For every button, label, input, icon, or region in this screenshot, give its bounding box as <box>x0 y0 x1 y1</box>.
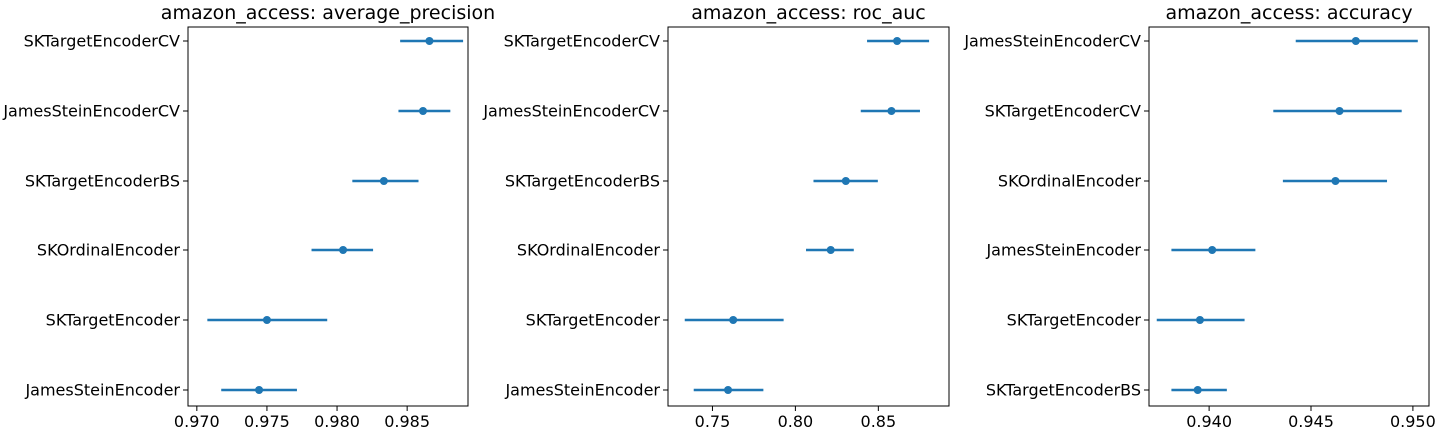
data-point <box>841 177 850 185</box>
y-tick-label: JamesSteinEncoder <box>985 241 1141 260</box>
x-tick-label: 0.980 <box>314 412 360 431</box>
x-tick-label: 0.940 <box>1186 412 1232 431</box>
y-tick-label: SKTargetEncoderCV <box>24 32 180 51</box>
y-tick-label: SKOrdinalEncoder <box>517 241 660 260</box>
x-tick-label: 0.985 <box>384 412 430 431</box>
data-point <box>887 107 896 115</box>
y-tick-label: JamesSteinEncoder <box>24 381 180 400</box>
data-point <box>826 246 835 254</box>
data-point <box>418 107 427 115</box>
plot-area-frame <box>187 26 469 407</box>
plot-area-frame <box>1148 26 1430 407</box>
data-point <box>1351 37 1360 45</box>
data-point <box>1195 316 1204 324</box>
y-tick-label: SKOrdinalEncoder <box>998 172 1141 191</box>
y-tick-label: SKTargetEncoderCV <box>985 102 1141 121</box>
x-tick-label: 0.975 <box>244 412 290 431</box>
chart-panel-3: amazon_access: accuracy 0.940 0.945 0.950 Ja… <box>963 2 1435 431</box>
y-tick-label: SKTargetEncoderBS <box>25 172 180 191</box>
x-tick-label: 0.85 <box>861 412 897 431</box>
data-point <box>339 246 348 254</box>
chart-panel-1: amazon_access: average_precision 0.970 0.9… <box>2 2 495 431</box>
data-point <box>1193 386 1202 394</box>
y-tick-label: JamesSteinEncoderCV <box>963 32 1141 51</box>
x-tick-label: 0.945 <box>1288 412 1334 431</box>
x-tick-label: 0.950 <box>1390 412 1436 431</box>
data-point <box>724 386 733 394</box>
y-tick-label: SKOrdinalEncoder <box>37 241 180 260</box>
data-point <box>1208 246 1217 254</box>
data-point <box>262 316 271 324</box>
plot-area-frame <box>667 26 950 407</box>
y-tick-label: JamesSteinEncoderCV <box>2 102 180 121</box>
chart-title: amazon_access: accuracy <box>1165 2 1412 24</box>
chart-title: amazon_access: roc_auc <box>691 2 926 24</box>
y-tick-label: JamesSteinEncoderCV <box>482 102 660 121</box>
y-tick-label: JamesSteinEncoder <box>504 381 660 400</box>
chart-title: amazon_access: average_precision <box>161 2 495 24</box>
chart-panel-2: amazon_access: roc_auc 0.75 0.80 0.85 SKTarg… <box>482 2 950 431</box>
data-point <box>893 37 902 45</box>
y-tick-label: SKTargetEncoderBS <box>986 381 1141 400</box>
data-point <box>1335 107 1344 115</box>
data-point <box>379 177 388 185</box>
y-tick-label: SKTargetEncoderCV <box>504 32 660 51</box>
x-tick-label: 0.75 <box>695 412 731 431</box>
x-tick-label: 0.80 <box>778 412 814 431</box>
y-tick-label: SKTargetEncoderBS <box>505 172 660 191</box>
y-tick-label: SKTargetEncoder <box>526 311 661 330</box>
y-tick-label: SKTargetEncoder <box>46 311 181 330</box>
x-tick-label: 0.970 <box>174 412 220 431</box>
y-tick-label: SKTargetEncoder <box>1007 311 1142 330</box>
data-point <box>1331 177 1340 185</box>
data-point <box>729 316 738 324</box>
data-point <box>255 386 264 394</box>
data-point <box>425 37 434 45</box>
